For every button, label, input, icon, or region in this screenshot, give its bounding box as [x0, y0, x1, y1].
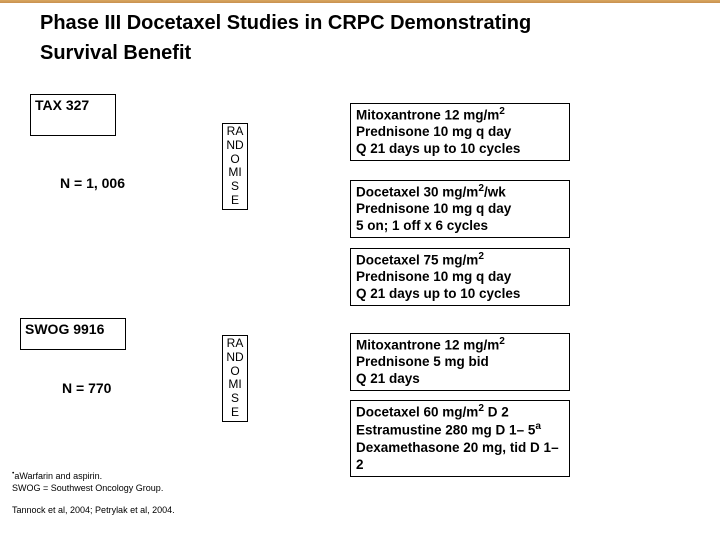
- footnote-refs: Tannock et al, 2004; Petrylak et al, 200…: [12, 505, 175, 517]
- randomise-box-swog9916: RANDOMISE: [222, 335, 248, 422]
- arm-tax327-1: Docetaxel 30 mg/m2/wkPrednisone 10 mg q …: [350, 180, 570, 238]
- header-rule: [0, 0, 720, 3]
- arm-swog-0: Mitoxantrone 12 mg/m2Prednisone 5 mg bid…: [350, 333, 570, 391]
- page-title: Phase III Docetaxel Studies in CRPC Demo…: [40, 8, 680, 68]
- title-line2: Survival Benefit: [40, 42, 191, 64]
- study-name-swog9916: SWOG 9916: [25, 321, 104, 337]
- study-box-tax327: TAX 327: [30, 94, 116, 136]
- arm-swog-1: Docetaxel 60 mg/m2 D 2Estramustine 280 m…: [350, 400, 570, 477]
- randomise-box-tax327: RANDOMISE: [222, 123, 248, 210]
- study-box-swog9916: SWOG 9916: [20, 318, 126, 350]
- arm-tax327-0: Mitoxantrone 12 mg/m2Prednisone 10 mg q …: [350, 103, 570, 161]
- n-label-tax327: N = 1, 006: [60, 175, 125, 191]
- title-line1: Phase III Docetaxel Studies in CRPC Demo…: [40, 12, 531, 34]
- study-name-tax327: TAX 327: [35, 97, 89, 113]
- n-label-swog9916: N = 770: [62, 380, 111, 396]
- arm-tax327-2: Docetaxel 75 mg/m2Prednisone 10 mg q day…: [350, 248, 570, 306]
- footnote-a: •aWarfarin and aspirin. SWOG = Southwest…: [12, 470, 163, 494]
